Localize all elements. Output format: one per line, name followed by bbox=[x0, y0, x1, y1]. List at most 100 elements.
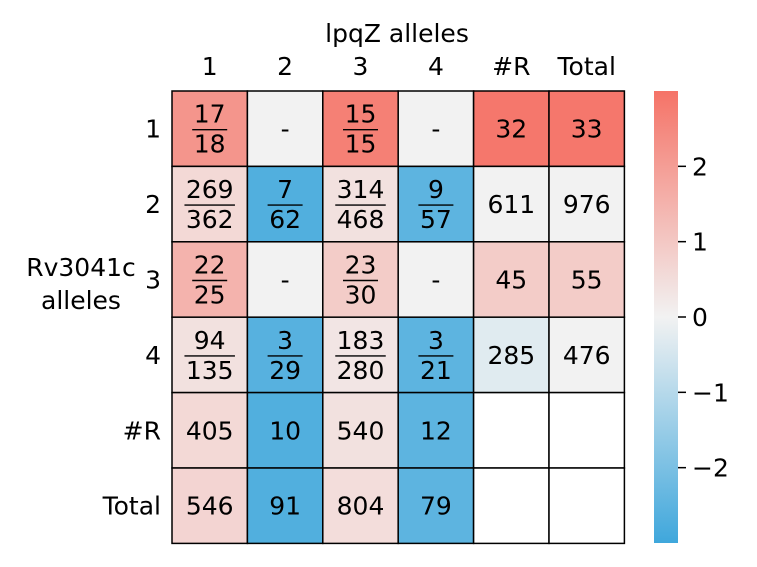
cell-value: 976 bbox=[563, 190, 611, 219]
cell-rect bbox=[548, 316, 626, 394]
cell-rect bbox=[548, 90, 626, 168]
cell-rect bbox=[472, 391, 550, 469]
heatmap-cell: 10 bbox=[246, 391, 324, 469]
cell-rect bbox=[397, 467, 475, 545]
cell-value: 285 bbox=[487, 341, 535, 370]
colorbar: 2 1 0 −1 −2 bbox=[654, 91, 729, 543]
cell-numerator: 7 bbox=[277, 175, 293, 204]
cell-rect bbox=[322, 316, 399, 394]
col-label: 2 bbox=[277, 52, 293, 81]
colorbar-tick-label: −1 bbox=[692, 378, 729, 407]
heatmap-cell: 45 bbox=[472, 241, 550, 318]
col-label: Total bbox=[557, 52, 616, 81]
heatmap-cell: 611 bbox=[472, 165, 550, 243]
cell-rect bbox=[246, 165, 324, 243]
heatmap-cell: - bbox=[397, 241, 475, 318]
col-label: 3 bbox=[353, 52, 369, 81]
heatmap-cell: 285 bbox=[472, 316, 550, 394]
cell-numerator: 94 bbox=[194, 326, 226, 355]
column-labels: 1 2 3 4 #R Total bbox=[202, 52, 616, 81]
cell-rect bbox=[472, 467, 550, 545]
heatmap-cell: 32 bbox=[472, 90, 550, 168]
cell-value: 804 bbox=[337, 492, 385, 521]
cell-value: 476 bbox=[563, 341, 611, 370]
heatmap-cell bbox=[548, 391, 626, 469]
colorbar-tick-label: −2 bbox=[692, 454, 729, 483]
cell-denominator: 15 bbox=[345, 130, 377, 159]
cell-numerator: 3 bbox=[428, 326, 444, 355]
heatmap-cell: 79 bbox=[397, 467, 475, 545]
heatmap-cell bbox=[472, 467, 550, 545]
y-axis-label: Rv3041c alleles bbox=[26, 253, 136, 315]
cell-rect bbox=[322, 165, 399, 243]
cell-rect bbox=[397, 90, 475, 168]
cell-value: 405 bbox=[186, 416, 234, 445]
cell-value: - bbox=[281, 115, 290, 144]
heatmap-cell: 957 bbox=[397, 165, 475, 243]
row-label: 2 bbox=[145, 190, 161, 219]
cell-denominator: 25 bbox=[194, 281, 226, 310]
cell-value: 79 bbox=[420, 492, 452, 521]
cell-value: 540 bbox=[337, 416, 385, 445]
cell-rect bbox=[472, 165, 550, 243]
heatmap-cell: 804 bbox=[322, 467, 399, 545]
y-axis-label-line-1: Rv3041c bbox=[26, 253, 136, 282]
cell-rect bbox=[246, 467, 324, 545]
cell-numerator: 23 bbox=[345, 251, 377, 280]
cell-value: 546 bbox=[186, 492, 234, 521]
colorbar-tick-label: 0 bbox=[692, 303, 708, 332]
cell-rect bbox=[171, 90, 249, 168]
cell-numerator: 314 bbox=[337, 175, 385, 204]
cell-rect bbox=[397, 241, 475, 318]
col-label: #R bbox=[492, 52, 530, 81]
cell-numerator: 9 bbox=[428, 175, 444, 204]
cell-rect bbox=[322, 467, 399, 545]
heatmap-cell: - bbox=[397, 90, 475, 168]
heatmap-cell: 540 bbox=[322, 391, 399, 469]
heatmap-cell: 546 bbox=[171, 467, 249, 545]
colorbar-gradient bbox=[654, 91, 678, 543]
cell-rect bbox=[171, 467, 249, 545]
cell-rect bbox=[472, 241, 550, 318]
cell-denominator: 18 bbox=[194, 130, 226, 159]
heatmap-cell: 976 bbox=[548, 165, 626, 243]
cell-numerator: 17 bbox=[194, 100, 226, 129]
cell-numerator: 183 bbox=[337, 326, 385, 355]
cell-rect bbox=[322, 391, 399, 469]
cell-rect bbox=[246, 90, 324, 168]
cell-numerator: 15 bbox=[345, 100, 377, 129]
cell-value: - bbox=[281, 266, 290, 295]
cell-rect bbox=[171, 241, 249, 318]
heatmap-cell: - bbox=[246, 241, 324, 318]
cell-denominator: 362 bbox=[186, 205, 234, 234]
col-label: 4 bbox=[428, 52, 444, 81]
cell-denominator: 135 bbox=[186, 356, 234, 385]
cell-value: 91 bbox=[269, 492, 301, 521]
cell-rect bbox=[171, 316, 249, 394]
row-label: 3 bbox=[145, 266, 161, 295]
heatmap-cell: 405 bbox=[171, 391, 249, 469]
heatmap-cell: 329 bbox=[246, 316, 324, 394]
row-label: Total bbox=[102, 492, 161, 521]
cell-value: 32 bbox=[495, 115, 527, 144]
colorbar-tick-label: 2 bbox=[692, 152, 708, 181]
x-axis-label: lpqZ alleles bbox=[325, 19, 469, 48]
cell-rect bbox=[548, 391, 626, 469]
cell-denominator: 29 bbox=[269, 356, 301, 385]
heatmap-cell: 91 bbox=[246, 467, 324, 545]
cell-numerator: 269 bbox=[186, 175, 234, 204]
y-axis-label-line-2: alleles bbox=[41, 286, 121, 315]
heatmap-cell bbox=[472, 391, 550, 469]
cell-denominator: 21 bbox=[420, 356, 452, 385]
cell-numerator: 3 bbox=[277, 326, 293, 355]
cell-rect bbox=[246, 391, 324, 469]
heatmap-cell: 33 bbox=[548, 90, 626, 168]
